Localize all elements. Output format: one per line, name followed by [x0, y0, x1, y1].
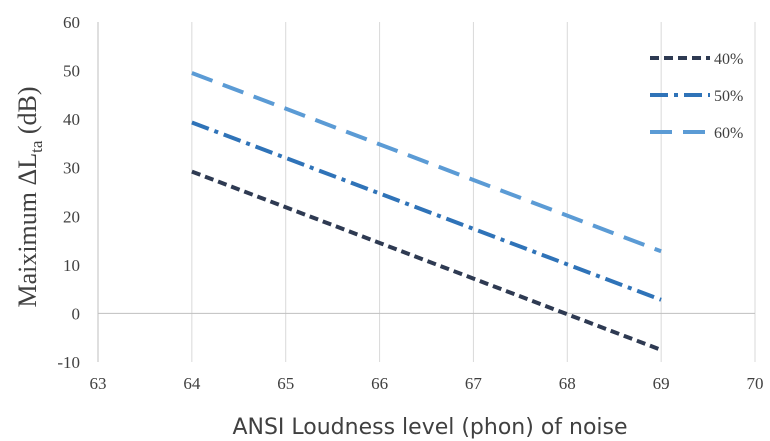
y-tick-label: 20	[63, 207, 80, 226]
y-tick-label: 60	[63, 13, 80, 32]
y-axis-title-subscript: ta	[27, 140, 46, 153]
x-tick-label: 67	[465, 374, 483, 393]
y-axis-title-prefix: Maiximum ΔL	[13, 153, 42, 308]
y-tick-label: 0	[72, 304, 81, 323]
y-tick-label: 10	[63, 256, 80, 275]
x-tick-label: 66	[371, 374, 388, 393]
y-tick-label: -10	[57, 353, 80, 372]
x-tick-label: 63	[90, 374, 107, 393]
gridlines	[191, 22, 756, 362]
legend-label: 60%	[714, 125, 743, 142]
x-tick-label: 68	[559, 374, 576, 393]
y-tick-label: 40	[63, 110, 80, 129]
x-tick-label: 70	[747, 374, 764, 393]
y-tick-label: 50	[63, 62, 80, 81]
x-tick-label: 69	[653, 374, 670, 393]
x-tick-label: 65	[277, 374, 294, 393]
series-lines	[191, 71, 662, 352]
series-line-60pct	[191, 71, 662, 254]
legend: 40% 50% 60%	[650, 51, 743, 142]
axes	[97, 22, 755, 362]
series-line-50pct	[191, 120, 662, 302]
x-axis-title: ANSI Loudness level (phon) of noise	[232, 415, 627, 440]
legend-label: 50%	[714, 88, 743, 105]
legend-label: 40%	[714, 51, 743, 68]
y-tick-label: 30	[63, 159, 80, 178]
tick-labels: 63 64 65 66 67 68 69 70 -10 0 10 20 30 40 50 60	[57, 13, 763, 393]
y-axis-title-suffix: (dB)	[13, 86, 42, 140]
y-axis-title: Maiximum ΔLta (dB)	[13, 86, 46, 307]
series-line-40pct	[191, 169, 662, 352]
x-tick-label: 64	[183, 374, 201, 393]
